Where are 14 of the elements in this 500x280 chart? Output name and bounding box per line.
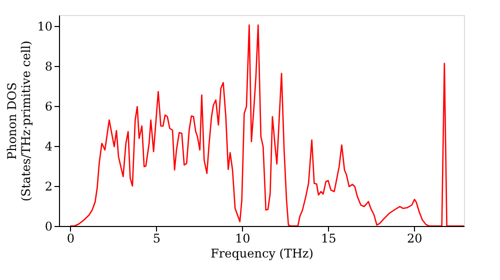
x-axis-title: Frequency (THz) [210, 246, 314, 260]
y-tick-label: 6 [44, 100, 52, 114]
line-series [70, 24, 464, 226]
y-tick-label: 4 [44, 140, 53, 154]
y-tick-label: 8 [44, 60, 52, 74]
y-tick-label: 2 [44, 180, 52, 194]
x-tick-label: 20 [406, 232, 422, 246]
x-tick-label: 10 [235, 232, 250, 246]
y-tick-label: 0 [44, 220, 52, 234]
y-tick-label: 10 [37, 20, 52, 34]
x-tick-label: 15 [321, 232, 336, 246]
x-tick-label: 0 [66, 232, 74, 246]
y-axis-title: Phonon DOS (States/THz·primitive cell) [5, 40, 34, 202]
x-tick-label: 5 [152, 232, 160, 246]
